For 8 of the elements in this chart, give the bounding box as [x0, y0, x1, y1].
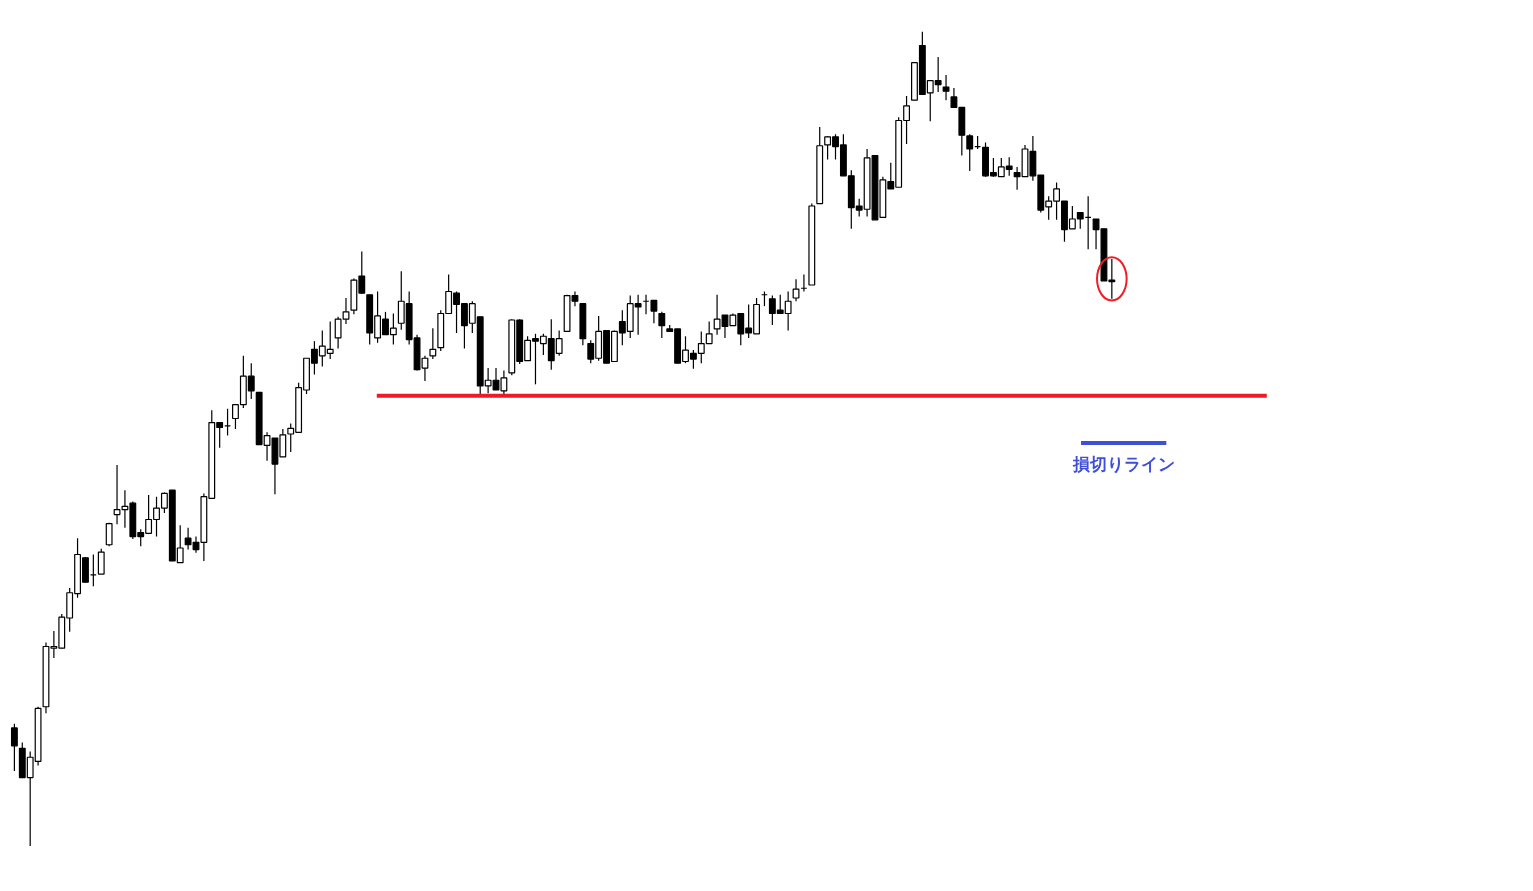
candlestick — [658, 311, 666, 339]
candlestick — [966, 133, 974, 172]
candlestick — [97, 548, 105, 575]
candlestick — [792, 278, 800, 302]
annotation: 損切りライン — [1071, 454, 1175, 475]
candlestick — [10, 723, 18, 772]
candlestick — [942, 74, 950, 101]
candlestick — [429, 327, 437, 360]
